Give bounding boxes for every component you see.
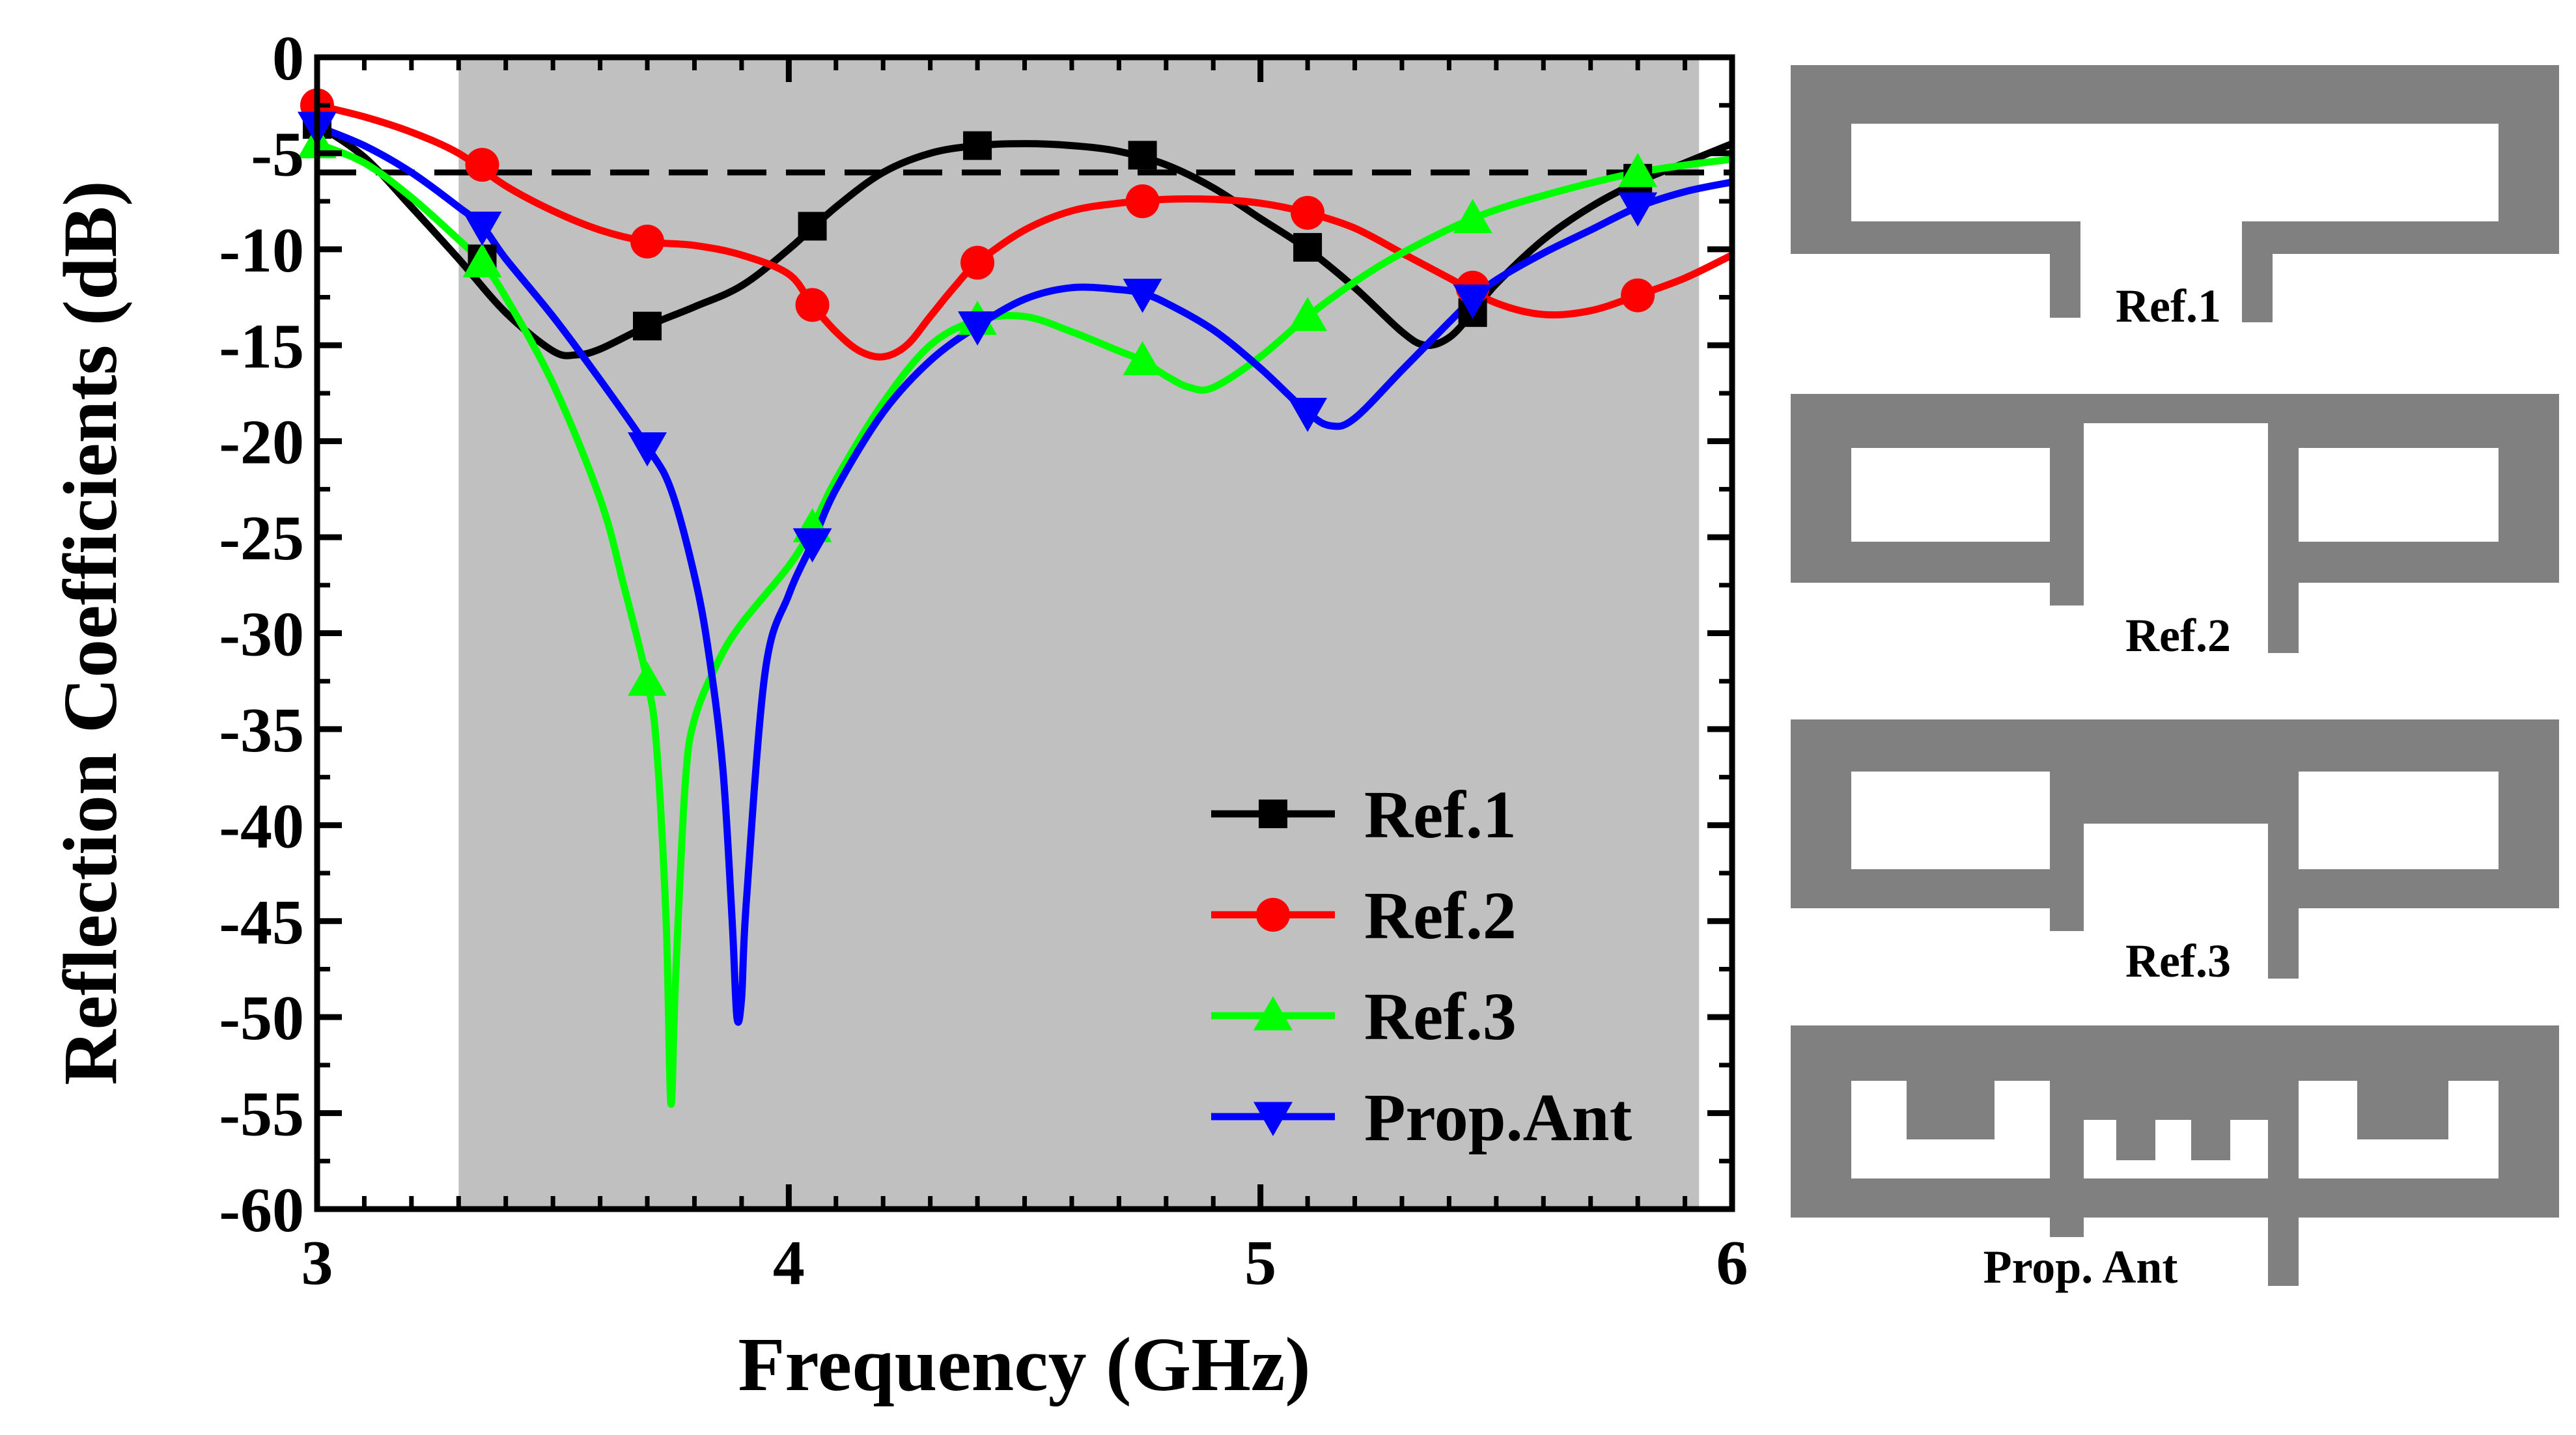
y-tick-label: -50 bbox=[219, 983, 304, 1053]
prop-label: Prop. Ant bbox=[1983, 1241, 2178, 1293]
legend-marker bbox=[1259, 800, 1287, 828]
y-tick-label: -45 bbox=[219, 887, 304, 958]
series-1-point bbox=[960, 245, 995, 280]
legend-marker bbox=[1253, 996, 1293, 1031]
ref2-shape bbox=[1791, 394, 2559, 653]
antenna-prop bbox=[1791, 1025, 2559, 1286]
x-tick-label: 5 bbox=[1244, 1228, 1276, 1298]
x-tick-label: 3 bbox=[301, 1228, 333, 1298]
legend-marker bbox=[1256, 898, 1290, 932]
y-tick-label: -35 bbox=[219, 695, 304, 766]
series-1-point bbox=[1621, 278, 1655, 313]
y-tick-label: -20 bbox=[219, 408, 304, 478]
series-0-point bbox=[798, 212, 827, 241]
series-3-point bbox=[462, 211, 502, 246]
antenna-ref1 bbox=[1791, 65, 2559, 322]
prop-stub-2 bbox=[2191, 1120, 2230, 1160]
legend-label: Ref.1 bbox=[1364, 777, 1517, 852]
tick-label-layer: 3 4 5 6 0 -5 -10 -15 -20 -25 -30 -35 -40 -45 -50 -55 -60 bbox=[219, 23, 1748, 1298]
y-tick-label: -40 bbox=[219, 791, 304, 861]
series-1-point bbox=[630, 225, 665, 259]
series-1-point bbox=[465, 148, 499, 182]
series-3-point bbox=[1618, 192, 1658, 227]
antenna-ref3 bbox=[1791, 719, 2559, 979]
legend-marker bbox=[1253, 1102, 1293, 1136]
legend-label: Prop.Ant bbox=[1364, 1080, 1632, 1155]
series-3-point bbox=[1123, 279, 1162, 313]
series-2-point bbox=[462, 243, 502, 277]
series-2-point bbox=[1123, 341, 1162, 376]
x-tick-label: 4 bbox=[773, 1228, 805, 1298]
series-0-point bbox=[1128, 141, 1157, 170]
series-0-point bbox=[1293, 232, 1323, 262]
ref3-shape bbox=[1791, 719, 2559, 979]
series-2-point bbox=[1618, 152, 1658, 188]
y-axis-title: Reflection Coefficients (dB) bbox=[48, 180, 133, 1085]
y-tick-label: 0 bbox=[272, 23, 304, 94]
legend-label: Ref.3 bbox=[1364, 979, 1517, 1054]
y-tick-label: -25 bbox=[219, 503, 304, 574]
ref3-label: Ref.3 bbox=[2125, 935, 2231, 987]
series-2-point bbox=[1453, 199, 1492, 234]
series-2-point bbox=[1288, 297, 1328, 331]
series-3-point bbox=[792, 528, 832, 563]
series-1-point bbox=[1125, 184, 1160, 219]
series-0-point bbox=[963, 131, 992, 160]
x-axis-title: Frequency (GHz) bbox=[738, 1322, 1310, 1407]
x-tick-label: 6 bbox=[1716, 1228, 1748, 1298]
series-2-point bbox=[628, 662, 667, 696]
series-1-point bbox=[1291, 195, 1325, 230]
series-3-point bbox=[628, 432, 667, 467]
y-tick-label: -55 bbox=[219, 1080, 304, 1150]
ref2-label: Ref.2 bbox=[2125, 609, 2231, 662]
y-tick-label: -60 bbox=[219, 1175, 304, 1246]
series-0-point bbox=[633, 311, 662, 341]
prop-center-block bbox=[2084, 1081, 2268, 1120]
y-tick-label: -30 bbox=[219, 600, 304, 670]
prop-shape bbox=[1791, 1025, 2559, 1286]
y-tick-label: -15 bbox=[219, 311, 304, 382]
legend: Ref.1 Ref.2 Ref.3 Prop.Ant bbox=[1211, 777, 1632, 1155]
ref1-label: Ref.1 bbox=[2116, 280, 2221, 332]
y-tick-label: -10 bbox=[219, 216, 304, 286]
series-3-point bbox=[1453, 284, 1492, 319]
ref1-shape bbox=[1791, 65, 2559, 322]
prop-stub-1 bbox=[2116, 1120, 2155, 1160]
series-3-point bbox=[958, 311, 998, 346]
tick-layer bbox=[314, 54, 1735, 1212]
series-3-point bbox=[1288, 397, 1328, 432]
legend-label: Ref.2 bbox=[1364, 878, 1517, 953]
y-tick-label: -5 bbox=[251, 119, 304, 189]
series-1-point bbox=[795, 288, 830, 322]
antenna-ref2 bbox=[1791, 394, 2559, 653]
